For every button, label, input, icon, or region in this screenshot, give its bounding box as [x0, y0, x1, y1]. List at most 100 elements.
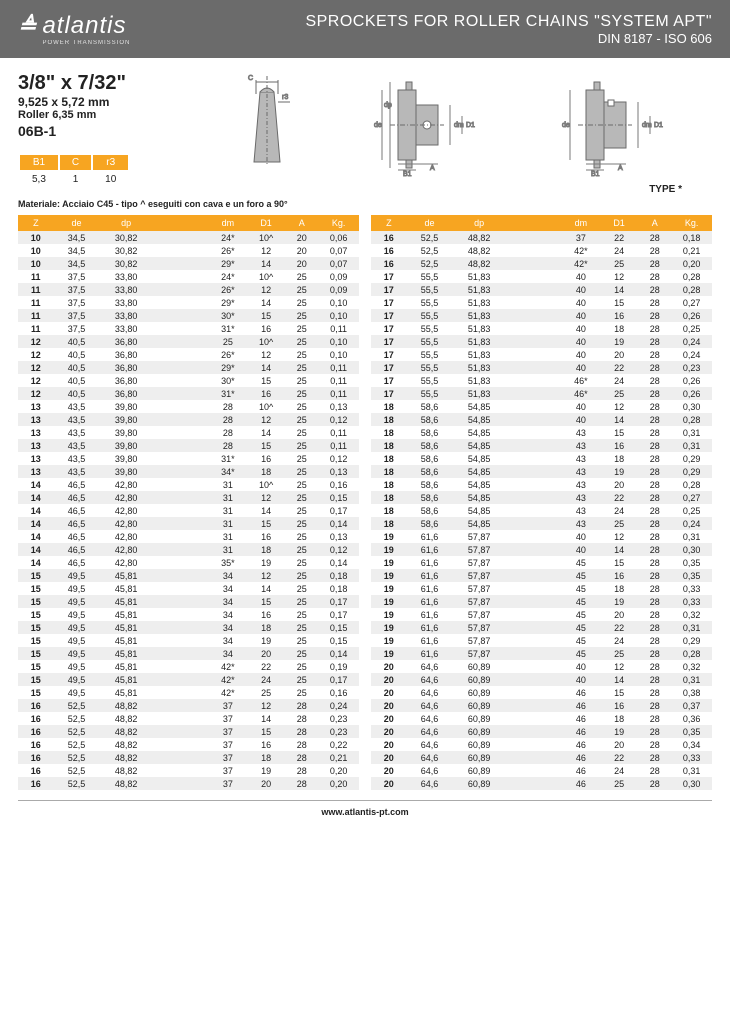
table-cell: 51,83 — [452, 335, 505, 348]
table-cell: 52,5 — [54, 738, 100, 751]
table-row: 1961,657,874519280,33 — [371, 595, 712, 608]
table-cell: 40,5 — [54, 387, 100, 400]
table-cell: 28 — [209, 439, 247, 452]
table-cell: 25 — [285, 569, 318, 582]
table-row: 1652,548,823712280,24 — [18, 699, 359, 712]
table-cell: 0,37 — [671, 699, 712, 712]
table-row: 1652,548,823722280,18 — [371, 231, 712, 244]
table-cell: 19 — [600, 335, 638, 348]
table-cell: 0,23 — [671, 361, 712, 374]
table-cell: 20 — [371, 738, 407, 751]
table-cell: 18 — [371, 517, 407, 530]
table-cell — [153, 400, 209, 413]
table-cell: 16 — [247, 530, 285, 543]
table-cell: 0,14 — [318, 647, 359, 660]
table-row: 1755,551,8346*25280,26 — [371, 387, 712, 400]
table-cell: 34 — [209, 608, 247, 621]
table-cell: 0,21 — [671, 244, 712, 257]
table-cell: 42,80 — [99, 530, 152, 543]
table-cell: 0,38 — [671, 686, 712, 699]
table-cell: 28 — [285, 699, 318, 712]
table-cell: 12 — [18, 335, 54, 348]
table-cell: 14 — [18, 556, 54, 569]
table-row: 1343,539,802810^250,13 — [18, 400, 359, 413]
table-cell: 31 — [209, 530, 247, 543]
table-cell: 19 — [371, 621, 407, 634]
table-cell: 28 — [638, 530, 671, 543]
table-row: 1549,545,8142*22250,19 — [18, 660, 359, 673]
table-cell: 49,5 — [54, 686, 100, 699]
table-cell: 28 — [638, 543, 671, 556]
table-cell — [153, 777, 209, 790]
table-row: 1858,654,854319280,29 — [371, 465, 712, 478]
table-row: 1446,542,8035*19250,14 — [18, 556, 359, 569]
table-cell: 12 — [247, 491, 285, 504]
table-cell: 0,17 — [318, 673, 359, 686]
table-cell: 28 — [285, 738, 318, 751]
table-row: 1343,539,802814250,11 — [18, 426, 359, 439]
table-cell: 25 — [285, 270, 318, 283]
table-cell: 58,6 — [407, 491, 453, 504]
table-cell — [506, 517, 562, 530]
table-cell: 52,5 — [54, 777, 100, 790]
table-cell: 49,5 — [54, 582, 100, 595]
table-cell: 49,5 — [54, 608, 100, 621]
table-row: 2064,660,894624280,31 — [371, 764, 712, 777]
table-row: 1652,548,823715280,23 — [18, 725, 359, 738]
table-cell: 28 — [638, 504, 671, 517]
table-cell: 17 — [371, 335, 407, 348]
table-cell: 0,33 — [671, 582, 712, 595]
svg-text:de: de — [374, 122, 382, 129]
table-cell: 52,5 — [54, 712, 100, 725]
table-cell: 37,5 — [54, 296, 100, 309]
table-cell — [153, 517, 209, 530]
table-cell: 18 — [247, 465, 285, 478]
table-cell: 0,31 — [671, 439, 712, 452]
table-cell: 0,26 — [671, 374, 712, 387]
table-cell: 0,18 — [318, 569, 359, 582]
table-cell: 0,33 — [671, 595, 712, 608]
table-cell — [506, 361, 562, 374]
table-cell: 33,80 — [99, 283, 152, 296]
mini-td: 1 — [60, 172, 91, 187]
table-cell: 55,5 — [407, 374, 453, 387]
table-cell: 28 — [638, 283, 671, 296]
table-cell — [506, 491, 562, 504]
table-cell: 19 — [371, 582, 407, 595]
table-row: 2064,660,894618280,36 — [371, 712, 712, 725]
table-cell — [153, 283, 209, 296]
table-cell — [153, 621, 209, 634]
table-cell: 28 — [638, 296, 671, 309]
table-cell: 25 — [285, 413, 318, 426]
table-cell: 19 — [371, 634, 407, 647]
table-row: 1549,545,813418250,15 — [18, 621, 359, 634]
table-cell: 0,10 — [318, 296, 359, 309]
table-cell: 16 — [371, 244, 407, 257]
table-cell — [153, 725, 209, 738]
table-cell: 54,85 — [452, 491, 505, 504]
table-cell: 51,83 — [452, 361, 505, 374]
table-cell: 54,85 — [452, 504, 505, 517]
table-cell — [153, 244, 209, 257]
table-cell: 0,28 — [671, 647, 712, 660]
table-cell — [153, 465, 209, 478]
table-cell: 15 — [600, 556, 638, 569]
table-cell — [506, 595, 562, 608]
table-cell — [153, 439, 209, 452]
table-cell: 0,32 — [671, 660, 712, 673]
table-cell: 14 — [18, 478, 54, 491]
table-cell: 0,11 — [318, 387, 359, 400]
table-cell: 0,24 — [671, 348, 712, 361]
table-cell: 39,80 — [99, 400, 152, 413]
table-cell: 61,6 — [407, 608, 453, 621]
table-cell: 61,6 — [407, 621, 453, 634]
logo: ≜ atlantis POWER TRANSMISSION — [18, 12, 130, 46]
table-cell: 52,5 — [407, 244, 453, 257]
table-cell: 0,17 — [318, 595, 359, 608]
table-cell: 16 — [371, 231, 407, 244]
table-row: 1961,657,874515280,35 — [371, 556, 712, 569]
table-cell: 14 — [247, 257, 285, 270]
table-cell — [506, 413, 562, 426]
table-cell — [153, 491, 209, 504]
table-row: 2064,660,894622280,33 — [371, 751, 712, 764]
